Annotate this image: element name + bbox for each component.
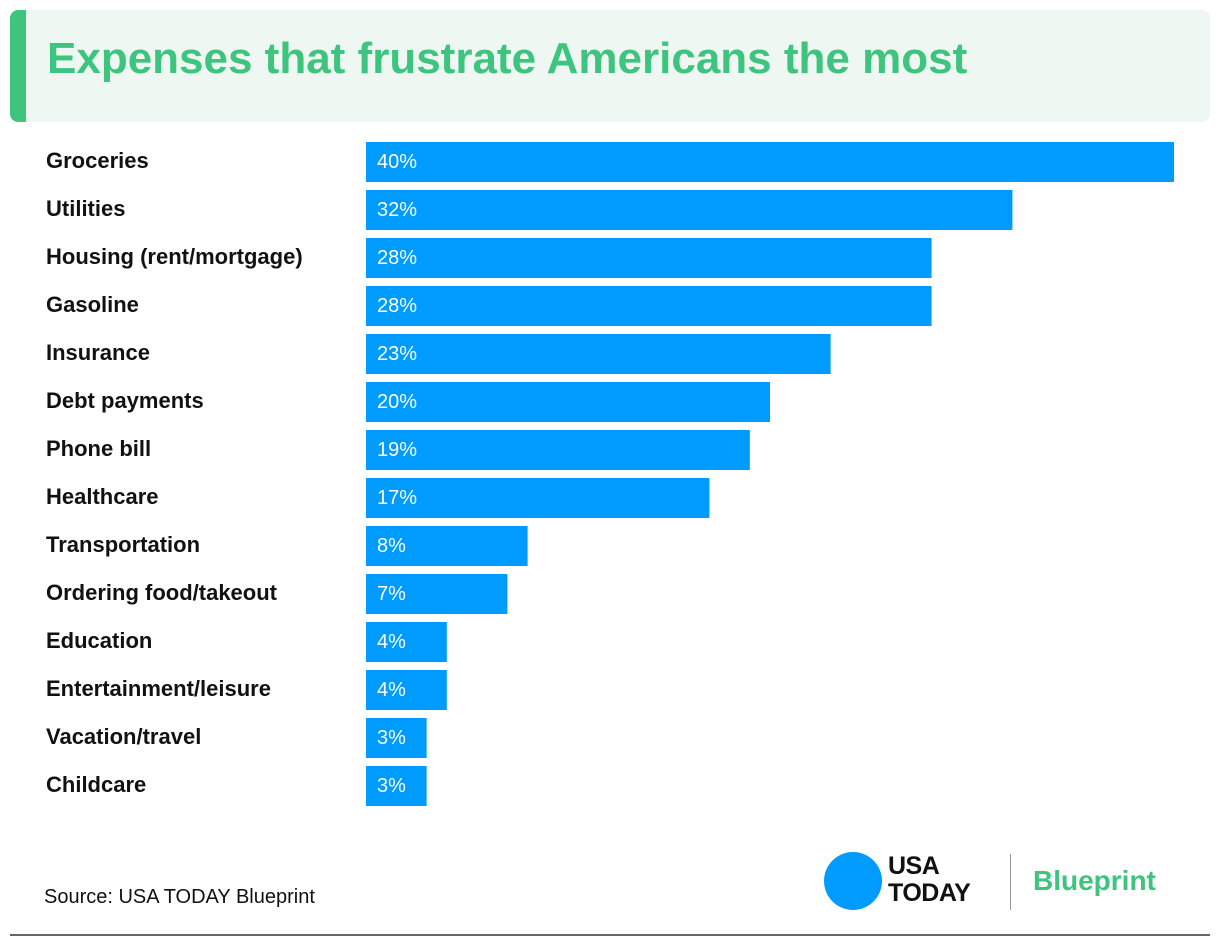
category-label: Transportation [46, 532, 200, 557]
category-label: Childcare [46, 772, 146, 797]
category-label: Groceries [46, 148, 149, 173]
value-label: 4% [377, 679, 406, 701]
bar [366, 766, 427, 806]
category-label: Healthcare [46, 484, 159, 509]
bar [366, 526, 528, 566]
value-label: 19% [377, 439, 417, 461]
bar [366, 286, 932, 326]
bar [366, 334, 831, 374]
bar [366, 190, 1013, 230]
category-label: Vacation/travel [46, 724, 201, 749]
value-label: 4% [377, 631, 406, 653]
value-label: 28% [377, 295, 417, 317]
category-label: Housing (rent/mortgage) [46, 244, 303, 269]
category-label: Utilities [46, 196, 125, 221]
chart-title: Expenses that frustrate Americans the mo… [47, 34, 968, 83]
value-label: 3% [377, 727, 406, 749]
value-label: 3% [377, 775, 406, 797]
category-label: Entertainment/leisure [46, 676, 271, 701]
category-label: Debt payments [46, 388, 204, 413]
category-label: Education [46, 628, 152, 653]
value-label: 20% [377, 391, 417, 413]
bar [366, 142, 1174, 182]
bar [366, 382, 770, 422]
usa-today-logo-circle-icon [824, 852, 882, 910]
bottom-rule [10, 934, 1210, 936]
value-label: 8% [377, 535, 406, 557]
bar [366, 670, 447, 710]
header-accent-bar [10, 10, 26, 122]
value-label: 23% [377, 343, 417, 365]
chart-header: Expenses that frustrate Americans the mo… [10, 10, 1210, 122]
bar [366, 622, 447, 662]
category-label: Gasoline [46, 292, 139, 317]
bar [366, 718, 427, 758]
source-note: Source: USA TODAY Blueprint [44, 886, 315, 908]
value-label: 7% [377, 583, 406, 605]
value-label: 17% [377, 487, 417, 509]
bar [366, 574, 508, 614]
category-label: Phone bill [46, 436, 151, 461]
value-label: 32% [377, 199, 417, 221]
bar [366, 430, 750, 470]
blueprint-brand: Blueprint [1033, 865, 1156, 896]
category-label: Insurance [46, 340, 150, 365]
logo-divider [1010, 854, 1011, 910]
bar [366, 478, 710, 518]
bar [366, 238, 932, 278]
logo-usa-text: USA [888, 852, 940, 880]
category-label: Ordering food/takeout [46, 580, 278, 605]
value-label: 40% [377, 151, 417, 173]
value-label: 28% [377, 247, 417, 269]
logo-today-text: TODAY [888, 879, 971, 907]
